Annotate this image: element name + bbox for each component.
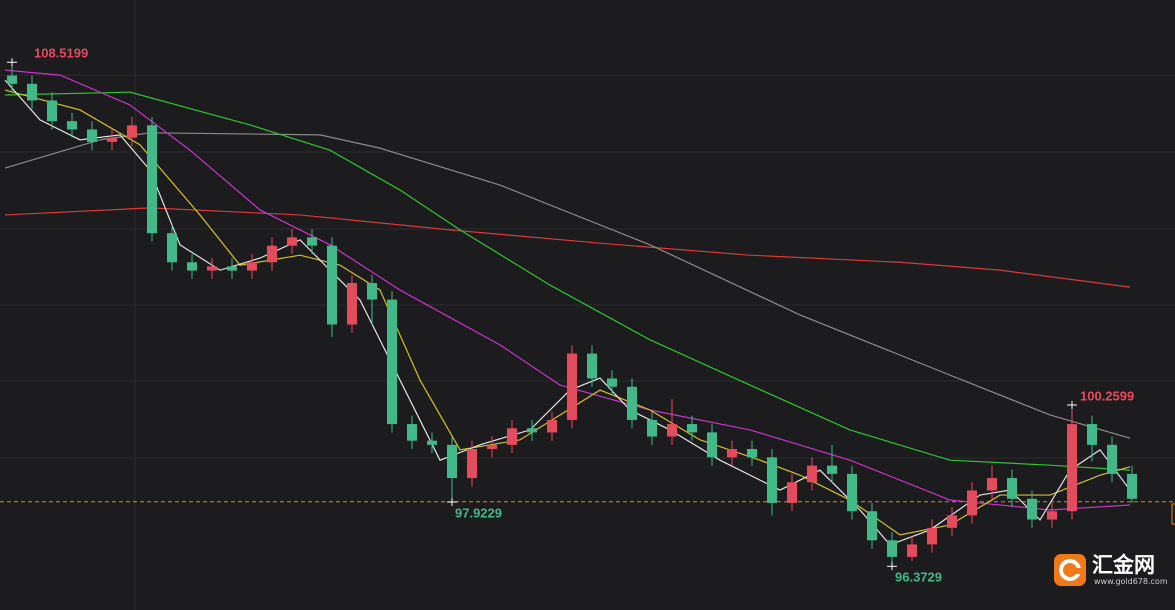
candle-body bbox=[147, 125, 157, 234]
candle-body bbox=[267, 245, 277, 263]
candle-body bbox=[127, 125, 137, 138]
candle-body bbox=[927, 527, 937, 545]
candle-body bbox=[1007, 478, 1017, 499]
candle-body bbox=[7, 75, 17, 84]
candle-body bbox=[867, 511, 877, 541]
candle-body bbox=[467, 448, 477, 479]
ma-line bbox=[4, 91, 1131, 471]
candle-body bbox=[667, 424, 677, 437]
candle-body bbox=[607, 378, 617, 387]
candle-body bbox=[567, 353, 577, 420]
candle-body bbox=[887, 540, 897, 557]
candle-body bbox=[707, 432, 717, 458]
candle-body bbox=[407, 424, 417, 441]
candle-body bbox=[27, 83, 37, 101]
candle-body bbox=[847, 473, 857, 512]
extreme-label: 100.2599 bbox=[1080, 388, 1134, 403]
candle-body bbox=[727, 448, 737, 458]
candle-body bbox=[987, 478, 997, 491]
candle-body bbox=[907, 544, 917, 557]
watermark: 汇金网 www.gold678.com bbox=[1054, 553, 1168, 586]
candle-body bbox=[947, 515, 957, 528]
candle-body bbox=[967, 490, 977, 516]
candle-body bbox=[307, 237, 317, 246]
ma-line bbox=[4, 207, 1131, 288]
candle-body bbox=[807, 465, 817, 483]
candle-body bbox=[787, 482, 797, 503]
candle-body bbox=[487, 444, 497, 449]
logo-url: www.gold678.com bbox=[1094, 577, 1168, 586]
candle-body bbox=[547, 419, 557, 433]
candle-body bbox=[167, 233, 177, 263]
annotations: 108.5199 97.9229 96.3729 100.2599 bbox=[7, 46, 1134, 585]
candle-body bbox=[1067, 424, 1077, 512]
candle-body bbox=[47, 100, 57, 122]
candle-body bbox=[387, 299, 397, 425]
candle-body bbox=[327, 245, 337, 325]
candle-body bbox=[1107, 444, 1117, 474]
candle-body bbox=[1027, 498, 1037, 520]
candle-body bbox=[107, 137, 117, 142]
candle-body bbox=[227, 266, 237, 271]
candle-body bbox=[687, 424, 697, 433]
price-box bbox=[1171, 503, 1175, 525]
candle-body bbox=[527, 428, 537, 433]
candle-body bbox=[187, 262, 197, 271]
candle-body bbox=[767, 457, 777, 503]
candle-body bbox=[647, 419, 657, 437]
candle-body bbox=[587, 353, 597, 379]
candle-body bbox=[1087, 424, 1097, 445]
extreme-label: 97.9229 bbox=[455, 505, 502, 520]
candle-body bbox=[427, 440, 437, 445]
ma-line bbox=[4, 69, 1131, 511]
candle-body bbox=[827, 465, 837, 474]
candle-body bbox=[747, 448, 757, 458]
logo-name: 汇金网 bbox=[1092, 553, 1155, 577]
candles bbox=[7, 62, 1137, 567]
candle-body bbox=[627, 386, 637, 420]
candle-body bbox=[367, 283, 377, 300]
candle-body bbox=[87, 129, 97, 142]
logo-cut bbox=[1070, 568, 1082, 574]
ma-line bbox=[4, 89, 1131, 536]
extreme-label: 96.3729 bbox=[895, 570, 942, 585]
candle-body bbox=[1127, 473, 1137, 499]
extreme-label: 108.5199 bbox=[34, 46, 88, 61]
candle-body bbox=[207, 266, 217, 271]
candle-body bbox=[507, 428, 517, 445]
candle-body bbox=[1047, 511, 1057, 520]
candle-body bbox=[67, 121, 77, 130]
candle-body bbox=[287, 237, 297, 246]
candle-body bbox=[247, 262, 257, 271]
candle-body bbox=[447, 444, 457, 479]
candle-body bbox=[347, 283, 357, 325]
